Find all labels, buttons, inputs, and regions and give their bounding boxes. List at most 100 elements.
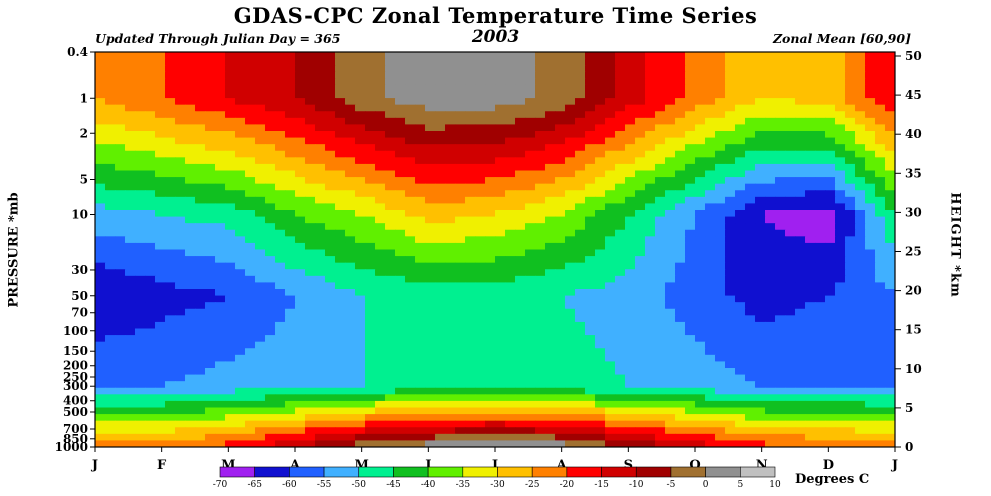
heat-cell bbox=[855, 150, 866, 158]
heat-cell bbox=[515, 71, 526, 79]
heat-cell bbox=[735, 368, 746, 376]
heat-cell bbox=[315, 98, 326, 106]
heat-cell bbox=[595, 52, 606, 60]
heat-cell bbox=[645, 71, 656, 79]
heat-cell bbox=[765, 183, 776, 191]
heat-cell bbox=[435, 420, 446, 428]
heat-cell bbox=[325, 328, 336, 336]
heat-cell bbox=[195, 328, 206, 336]
heat-cell bbox=[195, 361, 206, 369]
heat-cell bbox=[275, 335, 286, 343]
heat-cell bbox=[555, 52, 566, 60]
heat-cell bbox=[245, 262, 256, 270]
heat-cell bbox=[715, 328, 726, 336]
heat-cell bbox=[475, 124, 486, 132]
heat-cell bbox=[285, 328, 296, 336]
heat-cell bbox=[655, 394, 666, 402]
heat-cell bbox=[565, 236, 576, 244]
heat-cell bbox=[265, 440, 276, 447]
heat-cell bbox=[645, 104, 656, 112]
heat-cell bbox=[815, 190, 826, 198]
heat-cell bbox=[615, 111, 626, 119]
heat-cell bbox=[775, 433, 786, 442]
heat-cell bbox=[605, 117, 616, 126]
heat-cell bbox=[275, 65, 286, 73]
heat-cell bbox=[385, 407, 396, 415]
heat-cell bbox=[165, 104, 176, 112]
heat-cell bbox=[375, 144, 386, 152]
heat-cell bbox=[645, 163, 656, 172]
heat-cell bbox=[495, 98, 506, 106]
heat-cell bbox=[685, 71, 696, 79]
heat-cell bbox=[685, 137, 696, 145]
heat-cell bbox=[595, 295, 606, 303]
heat-cell bbox=[785, 335, 796, 343]
heat-cell bbox=[255, 242, 266, 251]
heat-cell bbox=[355, 65, 366, 73]
heat-cell bbox=[395, 104, 406, 112]
heat-cell bbox=[765, 137, 776, 145]
heat-cell bbox=[315, 170, 326, 178]
heat-cell bbox=[115, 203, 126, 211]
heat-cell bbox=[555, 216, 566, 224]
heat-cell bbox=[445, 52, 456, 60]
heat-cell bbox=[435, 183, 446, 191]
heat-cell bbox=[495, 229, 506, 237]
heat-cell bbox=[615, 58, 626, 66]
heat-cell bbox=[565, 242, 576, 251]
heat-cell bbox=[635, 157, 646, 165]
heat-cell bbox=[195, 111, 206, 119]
heat-cell bbox=[185, 289, 196, 297]
heat-cell bbox=[595, 321, 606, 330]
heat-cell bbox=[515, 58, 526, 66]
heat-cell bbox=[825, 289, 836, 297]
heat-cell bbox=[715, 242, 726, 251]
heat-cell bbox=[605, 420, 616, 428]
heat-cell bbox=[765, 374, 776, 382]
heat-cell bbox=[835, 387, 846, 395]
heat-cell bbox=[815, 84, 826, 93]
heat-cell bbox=[225, 124, 236, 132]
heat-cell bbox=[365, 354, 376, 363]
heat-cell bbox=[855, 433, 866, 442]
heat-cell bbox=[425, 137, 436, 145]
y-tick-label: 10 bbox=[71, 208, 88, 222]
heat-cell bbox=[715, 223, 726, 231]
heat-cell bbox=[485, 256, 496, 264]
heat-cell bbox=[635, 71, 646, 79]
heat-cell bbox=[375, 223, 386, 231]
heat-cell bbox=[285, 78, 296, 86]
heat-cell bbox=[485, 58, 496, 66]
heat-cell bbox=[855, 104, 866, 112]
heat-cell bbox=[495, 223, 506, 231]
heat-cell bbox=[295, 190, 306, 198]
heat-cell bbox=[385, 223, 396, 231]
y2-tick-label: 15 bbox=[905, 323, 922, 337]
heat-cell bbox=[195, 433, 206, 442]
heat-cell bbox=[95, 196, 106, 205]
heat-cell bbox=[315, 315, 326, 323]
heat-cell bbox=[515, 65, 526, 73]
heat-cell bbox=[835, 65, 846, 73]
heat-cell bbox=[635, 196, 646, 205]
heat-cell bbox=[875, 210, 886, 218]
heat-cell bbox=[215, 374, 226, 382]
heat-cell bbox=[365, 111, 376, 119]
heat-cell bbox=[735, 295, 746, 303]
heat-cell bbox=[465, 321, 476, 330]
heat-cell bbox=[835, 262, 846, 270]
heat-cell bbox=[775, 58, 786, 66]
heat-cell bbox=[215, 65, 226, 73]
heat-cell bbox=[675, 407, 686, 415]
heat-cell bbox=[845, 262, 856, 270]
heat-cell bbox=[275, 104, 286, 112]
heat-cell bbox=[525, 236, 536, 244]
heat-cell bbox=[605, 124, 616, 132]
heat-cell bbox=[735, 354, 746, 363]
heat-cell bbox=[625, 157, 636, 165]
heat-cell bbox=[475, 262, 486, 270]
heat-cell bbox=[305, 256, 316, 264]
heat-cell bbox=[515, 190, 526, 198]
heat-cell bbox=[585, 335, 596, 343]
heat-cell bbox=[255, 203, 266, 211]
